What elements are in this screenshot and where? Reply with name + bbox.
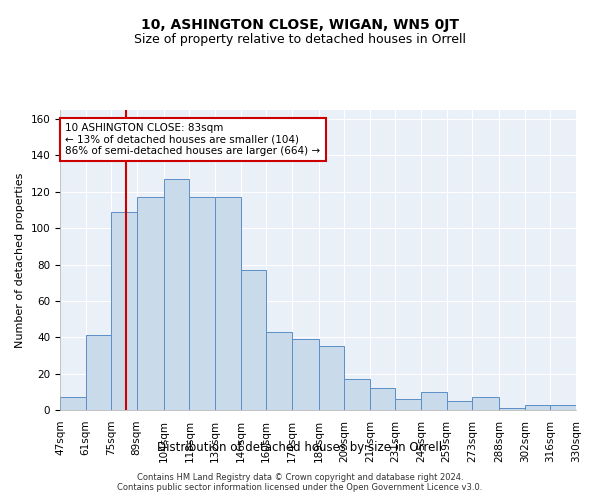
Bar — [446, 401, 472, 410]
Bar — [164, 179, 190, 410]
Bar — [292, 339, 319, 410]
Text: Size of property relative to detached houses in Orrell: Size of property relative to detached ho… — [134, 32, 466, 46]
Y-axis label: Number of detached properties: Number of detached properties — [15, 172, 25, 348]
Bar — [344, 379, 370, 410]
Bar — [86, 336, 111, 410]
Text: 10, ASHINGTON CLOSE, WIGAN, WN5 0JT: 10, ASHINGTON CLOSE, WIGAN, WN5 0JT — [141, 18, 459, 32]
Bar — [266, 332, 292, 410]
Text: Contains HM Land Registry data © Crown copyright and database right 2024.: Contains HM Land Registry data © Crown c… — [137, 474, 463, 482]
Bar — [215, 198, 241, 410]
Bar — [241, 270, 266, 410]
Bar — [395, 399, 421, 410]
Bar — [319, 346, 344, 410]
Text: 10 ASHINGTON CLOSE: 83sqm
← 13% of detached houses are smaller (104)
86% of semi: 10 ASHINGTON CLOSE: 83sqm ← 13% of detac… — [65, 122, 320, 156]
Bar — [550, 404, 576, 410]
Bar — [370, 388, 395, 410]
Bar — [421, 392, 446, 410]
Bar — [111, 212, 137, 410]
Bar — [499, 408, 525, 410]
Text: Distribution of detached houses by size in Orrell: Distribution of detached houses by size … — [157, 441, 443, 454]
Bar — [190, 198, 215, 410]
Bar — [472, 398, 499, 410]
Bar — [525, 404, 550, 410]
Bar — [60, 398, 86, 410]
Bar — [137, 198, 164, 410]
Text: Contains public sector information licensed under the Open Government Licence v3: Contains public sector information licen… — [118, 484, 482, 492]
